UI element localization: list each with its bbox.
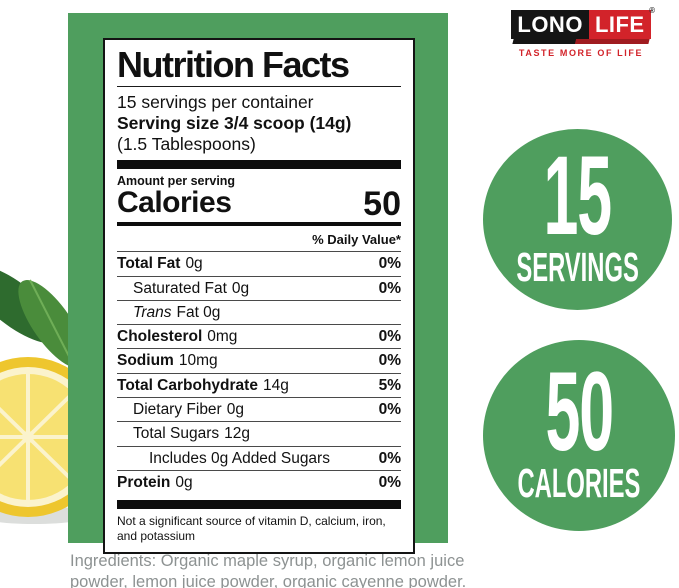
nutrient-row-protein: Protein 0g 0%	[117, 469, 401, 494]
servings-badge-value: 15	[543, 132, 613, 258]
serving-size: Serving size 3/4 scoop (14g)	[117, 113, 352, 134]
divider-thick	[117, 500, 401, 510]
calories-badge-value: 50	[545, 348, 614, 474]
daily-value-header: % Daily Value*	[312, 232, 401, 248]
nutrient-row-sodium: Sodium 10mg 0%	[117, 348, 401, 372]
nutrient-row-total-fat: Total Fat 0g 0%	[117, 251, 401, 275]
divider	[117, 86, 401, 88]
brand-logo: LONO LIFE ® TASTE MORE OF LIFE	[505, 6, 657, 58]
brand-logo-lono: LONO	[511, 10, 589, 39]
servings-per-container: 15 servings per container	[117, 92, 314, 113]
amount-per-serving-label: Amount per serving	[117, 174, 236, 189]
brand-logo-life: LIFE	[588, 10, 651, 39]
nutrient-row-cholesterol: Cholesterol 0mg 0%	[117, 324, 401, 348]
ingredients-text: Ingredients: Organic maple syrup, organi…	[70, 552, 467, 588]
serving-size-note: (1.5 Tablespoons)	[117, 133, 256, 154]
nutrition-facts-title: Nutrition Facts	[117, 44, 350, 85]
nutrition-facts-panel: Nutrition Facts 15 servings per containe…	[103, 38, 415, 555]
nutrient-row-saturated-fat: Saturated Fat 0g 0%	[117, 275, 401, 300]
calories-row: Calories 50	[117, 185, 401, 224]
nutrient-row-dietary-fiber: Dietary Fiber 0g 0%	[117, 397, 401, 421]
brand-logo-3d-base	[512, 39, 650, 44]
brand-tagline: TASTE MORE OF LIFE	[518, 48, 644, 58]
brand-logo-wordmark: LONO LIFE ®	[505, 6, 657, 39]
label-footnote: Not a significant source of vitamin D, c…	[117, 514, 386, 544]
divider-medium	[117, 222, 401, 227]
nutrient-row-added-sugars: Includes 0g Added Sugars 0%	[117, 445, 401, 470]
servings-badge: 15 SERVINGS	[483, 129, 672, 310]
calories-badge-label: CALORIES	[517, 460, 641, 507]
servings-badge-label: SERVINGS	[516, 244, 639, 291]
calories-label: Calories	[117, 186, 232, 220]
calories-badge: 50 CALORIES	[483, 340, 675, 531]
label-green-backdrop: Nutrition Facts 15 servings per containe…	[68, 13, 448, 555]
calories-value: 50	[363, 185, 401, 224]
registered-trademark-icon: ®	[649, 6, 655, 15]
nutrient-row-total-carbohydrate: Total Carbohydrate 14g 5%	[117, 372, 401, 397]
divider-thick	[117, 160, 401, 170]
nutrient-row-trans-fat: Trans Fat 0g	[117, 299, 401, 324]
nutrient-row-total-sugars: Total Sugars 12g	[117, 421, 401, 445]
